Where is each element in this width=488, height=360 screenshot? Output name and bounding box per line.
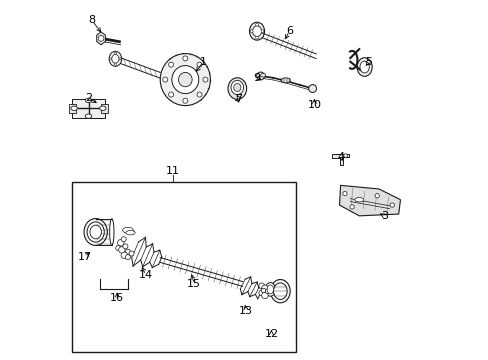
Circle shape <box>114 63 116 65</box>
Text: 6: 6 <box>285 26 292 36</box>
Ellipse shape <box>249 22 264 40</box>
Circle shape <box>116 246 121 251</box>
Ellipse shape <box>160 54 210 105</box>
Polygon shape <box>97 32 105 45</box>
Circle shape <box>258 290 264 296</box>
Ellipse shape <box>252 26 261 37</box>
Circle shape <box>121 237 126 242</box>
Circle shape <box>168 62 173 67</box>
Circle shape <box>119 58 121 60</box>
Text: 7: 7 <box>235 94 242 104</box>
Ellipse shape <box>87 222 104 242</box>
Ellipse shape <box>281 78 290 83</box>
Circle shape <box>197 92 202 97</box>
Ellipse shape <box>260 73 265 77</box>
Circle shape <box>203 77 207 82</box>
Ellipse shape <box>266 285 273 294</box>
Text: 14: 14 <box>139 270 153 280</box>
Ellipse shape <box>109 51 122 66</box>
Circle shape <box>119 247 125 253</box>
Circle shape <box>129 251 134 256</box>
Circle shape <box>261 288 265 293</box>
Ellipse shape <box>100 106 106 111</box>
Bar <box>101 104 108 113</box>
Text: 10: 10 <box>307 100 321 110</box>
Ellipse shape <box>112 54 119 63</box>
Circle shape <box>163 77 167 82</box>
Ellipse shape <box>178 72 192 87</box>
Ellipse shape <box>85 98 92 103</box>
Circle shape <box>343 154 346 157</box>
Text: 12: 12 <box>264 329 278 339</box>
Ellipse shape <box>71 106 77 111</box>
Circle shape <box>183 56 187 61</box>
Bar <box>72 182 296 352</box>
Circle shape <box>389 203 394 207</box>
Text: 11: 11 <box>165 166 180 176</box>
Ellipse shape <box>122 227 133 233</box>
Circle shape <box>255 23 258 26</box>
Circle shape <box>114 52 116 54</box>
Polygon shape <box>339 185 400 216</box>
Text: 2: 2 <box>85 93 92 103</box>
Ellipse shape <box>270 279 290 303</box>
Circle shape <box>125 249 130 254</box>
Ellipse shape <box>230 80 243 95</box>
Bar <box>72 99 104 118</box>
Circle shape <box>168 92 173 97</box>
Bar <box>69 104 76 113</box>
Ellipse shape <box>109 219 114 245</box>
Text: 1: 1 <box>200 57 206 67</box>
Ellipse shape <box>171 66 198 94</box>
Circle shape <box>183 98 187 103</box>
Text: 3: 3 <box>380 211 387 221</box>
Ellipse shape <box>85 114 92 118</box>
Circle shape <box>265 289 270 294</box>
Circle shape <box>125 255 130 260</box>
Text: 8: 8 <box>88 15 96 26</box>
Ellipse shape <box>90 225 101 239</box>
Ellipse shape <box>233 84 241 91</box>
Text: 4: 4 <box>337 152 344 162</box>
Text: 17: 17 <box>78 252 92 262</box>
Circle shape <box>342 192 346 196</box>
Circle shape <box>255 36 258 39</box>
Text: 5: 5 <box>364 57 371 67</box>
Ellipse shape <box>227 78 246 99</box>
Circle shape <box>261 30 264 33</box>
Ellipse shape <box>265 283 275 296</box>
Circle shape <box>261 292 267 299</box>
Circle shape <box>98 36 104 41</box>
Circle shape <box>256 72 264 80</box>
Text: 13: 13 <box>239 306 253 316</box>
Polygon shape <box>332 154 348 165</box>
Circle shape <box>197 62 202 67</box>
Ellipse shape <box>354 198 363 202</box>
Text: 9: 9 <box>253 73 260 83</box>
Circle shape <box>258 283 264 289</box>
Ellipse shape <box>273 283 286 300</box>
Text: 15: 15 <box>187 279 201 289</box>
Circle shape <box>261 285 267 292</box>
Text: 16: 16 <box>110 293 124 303</box>
Ellipse shape <box>356 58 371 76</box>
Circle shape <box>250 30 253 33</box>
Circle shape <box>122 244 128 249</box>
Circle shape <box>349 205 353 209</box>
Circle shape <box>109 58 112 60</box>
Ellipse shape <box>359 61 368 73</box>
Ellipse shape <box>84 219 107 246</box>
Circle shape <box>374 194 379 198</box>
Ellipse shape <box>125 230 135 235</box>
Circle shape <box>117 239 124 246</box>
Circle shape <box>308 85 316 93</box>
Circle shape <box>121 252 127 258</box>
